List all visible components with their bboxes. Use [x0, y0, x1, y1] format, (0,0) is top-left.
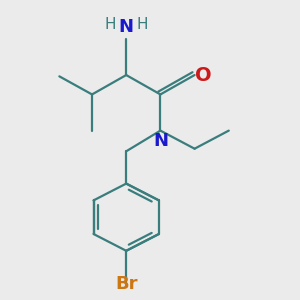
Text: N: N	[153, 132, 168, 150]
Text: H: H	[137, 17, 148, 32]
Text: H: H	[104, 17, 116, 32]
Text: Br: Br	[115, 275, 137, 293]
Text: O: O	[195, 65, 212, 85]
Text: N: N	[119, 18, 134, 36]
